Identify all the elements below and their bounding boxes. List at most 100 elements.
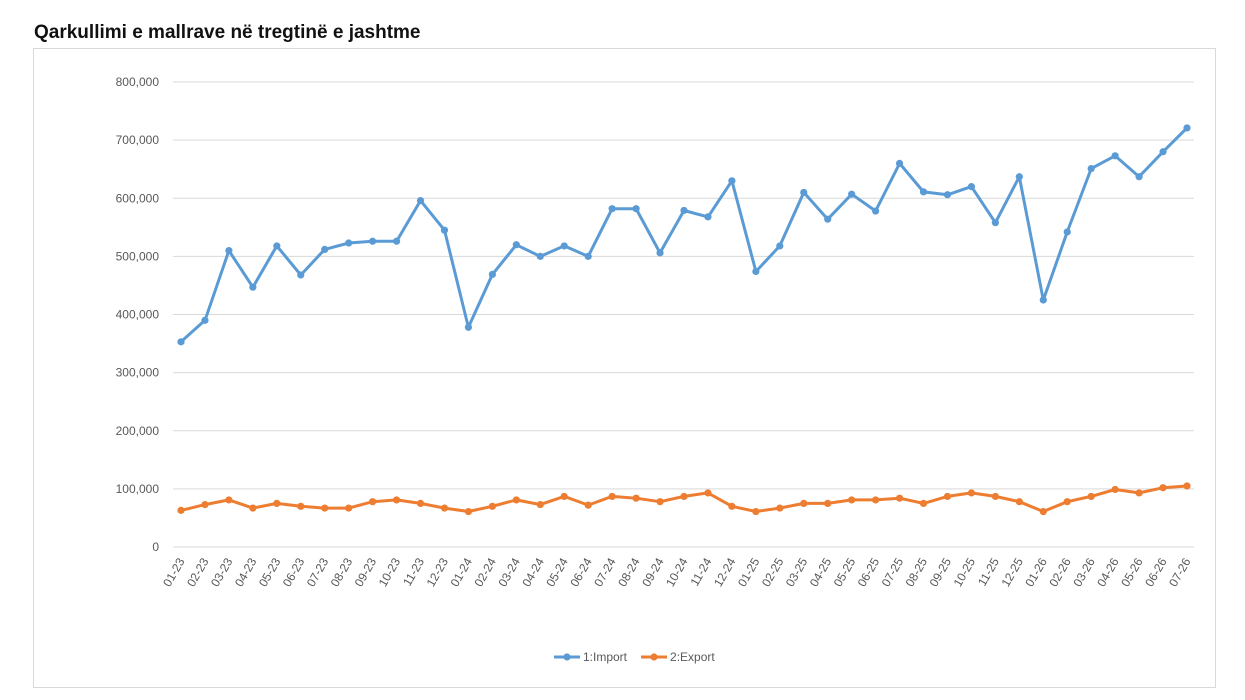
data-point <box>824 215 832 223</box>
x-axis-ticks: 01-2302-2303-2304-2305-2306-2307-2308-23… <box>160 555 1194 589</box>
data-point <box>872 207 880 215</box>
data-point <box>560 242 568 250</box>
data-point <box>464 507 473 516</box>
data-point <box>177 338 185 346</box>
data-point <box>584 252 592 260</box>
data-point <box>1087 492 1095 501</box>
x-tick-label: 04-25 <box>807 555 835 589</box>
data-point <box>297 271 305 279</box>
data-point <box>440 504 449 512</box>
x-tick-label: 11-24 <box>688 555 715 588</box>
data-point <box>416 499 425 508</box>
x-tick-label: 07-23 <box>304 555 332 589</box>
x-tick-label: 02-26 <box>1046 555 1074 589</box>
series-lines <box>177 124 1191 516</box>
data-point <box>1039 296 1047 304</box>
data-point <box>1063 228 1071 236</box>
series-1 <box>177 124 1191 346</box>
data-point <box>776 242 784 250</box>
data-point <box>1111 485 1119 494</box>
data-point <box>1135 489 1143 497</box>
data-point <box>225 496 233 504</box>
data-point <box>369 237 377 245</box>
x-tick-label: 08-24 <box>615 555 643 589</box>
x-tick-label: 02-24 <box>472 555 500 589</box>
data-point <box>440 226 449 234</box>
data-point <box>1063 498 1071 506</box>
x-tick-label: 06-25 <box>855 555 883 589</box>
legend-label: 1:Import <box>583 650 628 664</box>
data-point <box>488 502 496 510</box>
data-point <box>1183 482 1191 490</box>
data-point <box>800 188 808 197</box>
data-point <box>728 177 736 185</box>
x-tick-label: 06-26 <box>1142 555 1170 589</box>
data-point <box>848 496 856 504</box>
data-point <box>824 499 832 508</box>
data-point <box>345 504 353 512</box>
data-point <box>392 237 401 245</box>
data-point <box>321 245 329 253</box>
x-tick-label: 02-23 <box>184 555 212 589</box>
x-tick-label: 05-25 <box>831 555 859 589</box>
data-point <box>536 252 544 260</box>
y-axis-ticks: 0 100,000 200,000 300,000 400,000 500,000 600,… <box>116 75 160 554</box>
x-tick-label: 12-24 <box>711 555 739 589</box>
data-point <box>1015 173 1023 181</box>
data-point <box>392 496 401 504</box>
data-point <box>800 499 808 508</box>
x-tick-label: 01-25 <box>735 555 763 589</box>
data-point <box>536 500 544 509</box>
data-point <box>416 196 425 205</box>
data-point <box>728 502 736 510</box>
x-tick-label: 11-23 <box>400 555 427 588</box>
data-point <box>680 206 688 215</box>
data-point <box>464 323 473 331</box>
x-tick-label: 10-23 <box>376 555 404 589</box>
data-point <box>656 498 664 506</box>
y-tick-label: 0 <box>152 540 159 554</box>
x-tick-label: 12-25 <box>998 555 1026 589</box>
y-tick-label: 300,000 <box>116 366 160 380</box>
x-tick-label: 03-23 <box>208 555 236 589</box>
x-tick-label: 06-23 <box>280 555 308 589</box>
legend: 1:Import 2:Export <box>554 650 715 664</box>
x-tick-label: 08-23 <box>328 555 356 589</box>
x-tick-label: 02-25 <box>759 555 787 589</box>
x-tick-label: 09-25 <box>927 555 955 589</box>
data-point <box>273 242 281 250</box>
data-point <box>608 492 616 501</box>
chart-frame: 0 100,000 200,000 300,000 400,000 500,000 600,… <box>33 48 1216 688</box>
x-tick-label: 05-26 <box>1118 555 1146 589</box>
data-point <box>895 494 904 502</box>
data-point <box>512 496 520 504</box>
x-tick-label: 01-24 <box>448 555 476 589</box>
x-tick-label: 03-26 <box>1070 555 1098 589</box>
x-tick-label: 04-24 <box>519 555 547 589</box>
x-tick-label: 04-23 <box>232 555 260 589</box>
series-2 <box>177 482 1191 516</box>
y-tick-label: 600,000 <box>116 191 160 205</box>
y-tick-label: 800,000 <box>116 75 160 89</box>
x-tick-label: 09-24 <box>639 555 667 589</box>
data-point <box>656 249 664 257</box>
data-point <box>201 500 209 509</box>
x-tick-label: 12-23 <box>424 555 452 589</box>
y-tick-label: 700,000 <box>116 133 160 147</box>
data-point <box>1135 173 1143 181</box>
y-tick-label: 400,000 <box>116 308 160 322</box>
x-tick-label: 07-26 <box>1166 555 1194 589</box>
x-tick-label: 01-26 <box>1022 555 1050 589</box>
data-point <box>752 507 760 516</box>
data-point <box>632 205 640 213</box>
data-point <box>967 489 976 497</box>
x-tick-label: 03-24 <box>495 555 523 589</box>
x-tick-label: 01-23 <box>160 555 188 589</box>
data-point <box>345 239 353 247</box>
data-point <box>680 492 688 501</box>
data-point <box>1015 498 1023 506</box>
data-point <box>704 213 712 221</box>
data-point <box>943 492 952 501</box>
x-tick-label: 04-26 <box>1094 555 1122 589</box>
x-tick-label: 11-25 <box>975 555 1002 588</box>
